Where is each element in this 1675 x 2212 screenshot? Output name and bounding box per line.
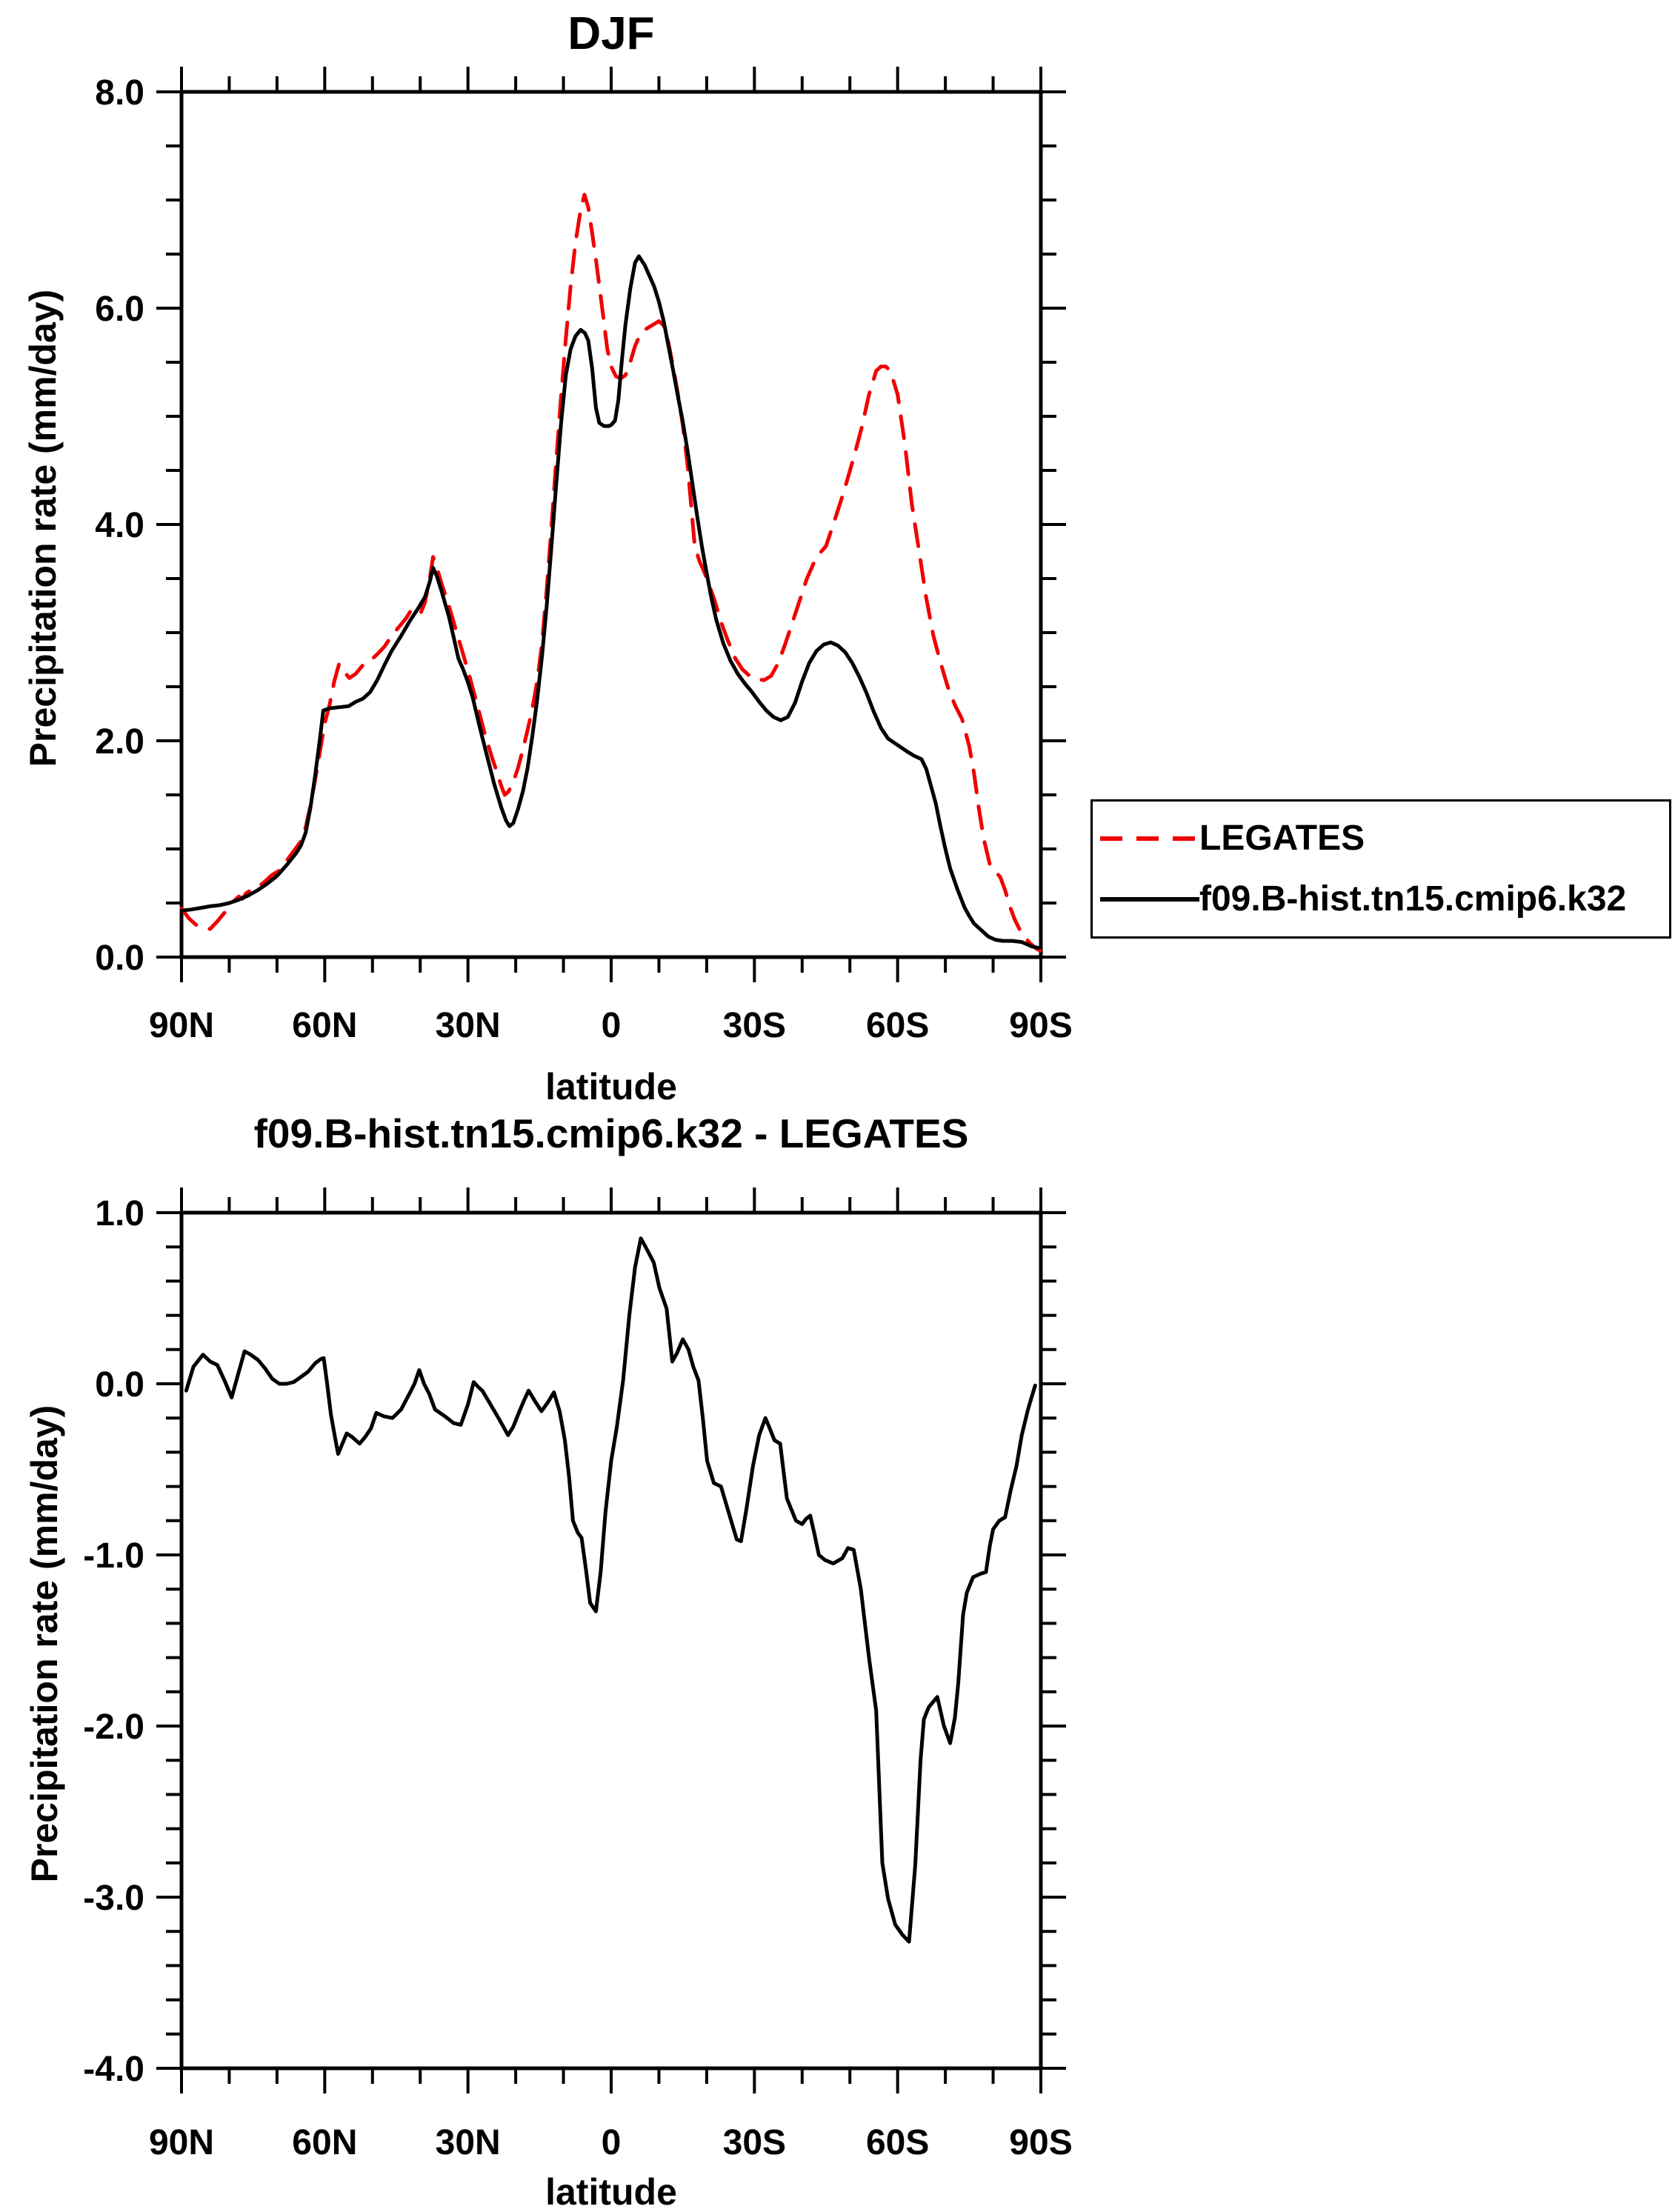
- x-tick-label: 30N: [436, 2123, 501, 2162]
- red-dashed-line-sample: [1100, 836, 1199, 841]
- x-tick-label: 60S: [866, 2123, 929, 2162]
- series-f09-b-hist-tn15-cmip6-k32-legates: [184, 1236, 1037, 1944]
- x-tick-label: 30S: [723, 1006, 786, 1045]
- x-tick-label: 90S: [1009, 2123, 1072, 2162]
- bottom-panel-x-axis-label: latitude: [545, 2171, 677, 2212]
- y-tick-label: 8.0: [95, 73, 144, 113]
- legend-item-model: f09.B-hist.tn15.cmip6.k32: [1100, 879, 1669, 920]
- y-tick-label: 0.0: [95, 1365, 144, 1405]
- top-panel-x-axis-label: latitude: [545, 1066, 677, 1107]
- legend-item-legates: LEGATES: [1100, 818, 1669, 859]
- x-tick-label: 90N: [149, 2123, 214, 2162]
- y-tick-label: 2.0: [95, 722, 144, 762]
- bottom-panel-title: f09.B-hist.tn15.cmip6.k32 - LEGATES: [253, 1110, 969, 1156]
- x-tick-label: 90N: [149, 1006, 214, 1045]
- y-tick-label: 1.0: [95, 1194, 144, 1233]
- y-tick-label: -3.0: [83, 1879, 144, 1918]
- x-tick-label: 90S: [1009, 1006, 1072, 1045]
- x-tick-label: 60S: [866, 1006, 929, 1045]
- x-tick-label: 60N: [292, 2123, 357, 2162]
- legend-box: LEGATES f09.B-hist.tn15.cmip6.k32: [1090, 799, 1671, 939]
- series-legates: [179, 193, 1042, 953]
- plot-frame: [179, 1210, 1043, 2071]
- y-tick-label: 0.0: [95, 939, 144, 978]
- y-tick-label: 4.0: [95, 506, 144, 545]
- plot-frame: [179, 90, 1043, 959]
- legend-label-legates: LEGATES: [1199, 819, 1365, 858]
- x-tick-label: 30S: [723, 2123, 786, 2162]
- y-tick-label: -4.0: [83, 2050, 144, 2089]
- top-panel-y-axis-label: Precipitation rate (mm/day): [22, 289, 64, 767]
- y-tick-label: -2.0: [83, 1708, 144, 1747]
- x-tick-label: 30N: [436, 1006, 501, 1045]
- x-tick-label: 0: [602, 1006, 622, 1045]
- x-tick-label: 60N: [292, 1006, 357, 1045]
- series-f09-b-hist-tn15-cmip6-k32: [179, 254, 1041, 950]
- legend-label-model: f09.B-hist.tn15.cmip6.k32: [1199, 879, 1627, 919]
- y-tick-label: -1.0: [83, 1536, 144, 1576]
- bottom-panel-y-axis-label: Precipitation rate (mm/day): [24, 1405, 65, 1883]
- x-tick-label: 0: [602, 2123, 622, 2162]
- black-solid-line-sample: [1100, 897, 1199, 902]
- y-tick-label: 6.0: [95, 290, 144, 329]
- top-panel-title: DJF: [567, 8, 655, 59]
